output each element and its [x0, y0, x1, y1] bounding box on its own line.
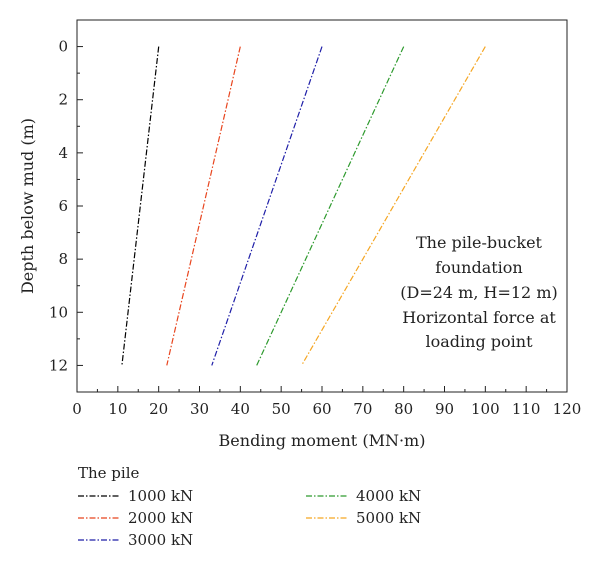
x-axis-ticks: 0 10 20 30 40 50 60 70 80 90 100 110 120 [72, 386, 581, 418]
y-tick-label: 6 [58, 197, 68, 215]
series-line-2 [166, 46, 241, 366]
annotation-line: (D=24 m, H=12 m) [400, 283, 557, 302]
y-tick-label: 10 [49, 303, 68, 321]
y-axis-ticks: 0 2 4 6 8 10 12 [49, 38, 83, 374]
x-tick-label: 50 [272, 400, 291, 418]
annotation: The pile-bucket foundation (D=24 m, H=12… [400, 233, 557, 351]
legend-label: 4000 kN [356, 487, 421, 505]
series-line-5 [301, 46, 486, 366]
legend: 1000 kN 2000 kN 3000 kN 4000 kN 5000 kN [78, 487, 421, 549]
x-tick-label: 30 [190, 400, 209, 418]
annotation-line: foundation [435, 258, 522, 277]
y-tick-label: 8 [58, 250, 68, 268]
series-line-1 [121, 46, 160, 366]
series-line-4 [256, 46, 405, 366]
annotation-line: Horizontal force at [402, 308, 556, 327]
x-tick-label: 120 [553, 400, 582, 418]
annotation-line: The pile-bucket [416, 233, 543, 252]
legend-label: 5000 kN [356, 509, 421, 527]
x-tick-label: 20 [149, 400, 168, 418]
x-tick-label: 110 [512, 400, 541, 418]
legend-title: The pile [78, 464, 140, 482]
legend-label: 3000 kN [128, 531, 193, 549]
y-tick-label: 2 [58, 91, 68, 109]
x-axis-label: Bending moment (MN·m) [219, 431, 426, 450]
y-tick-label: 12 [49, 356, 68, 374]
x-tick-label: 0 [72, 400, 82, 418]
x-tick-label: 40 [231, 400, 250, 418]
y-tick-label: 4 [58, 144, 68, 162]
x-tick-label: 60 [312, 400, 331, 418]
x-tick-label: 90 [435, 400, 454, 418]
x-tick-label: 80 [394, 400, 413, 418]
legend-label: 2000 kN [128, 509, 193, 527]
series-line-3 [211, 46, 323, 366]
x-tick-label: 70 [353, 400, 372, 418]
x-tick-label: 10 [108, 400, 127, 418]
annotation-line: loading point [425, 332, 533, 351]
y-tick-label: 0 [58, 38, 68, 56]
x-tick-label: 100 [471, 400, 500, 418]
series-lines [121, 46, 486, 366]
legend-label: 1000 kN [128, 487, 193, 505]
y-axis-label: Depth below mud (m) [18, 118, 37, 294]
